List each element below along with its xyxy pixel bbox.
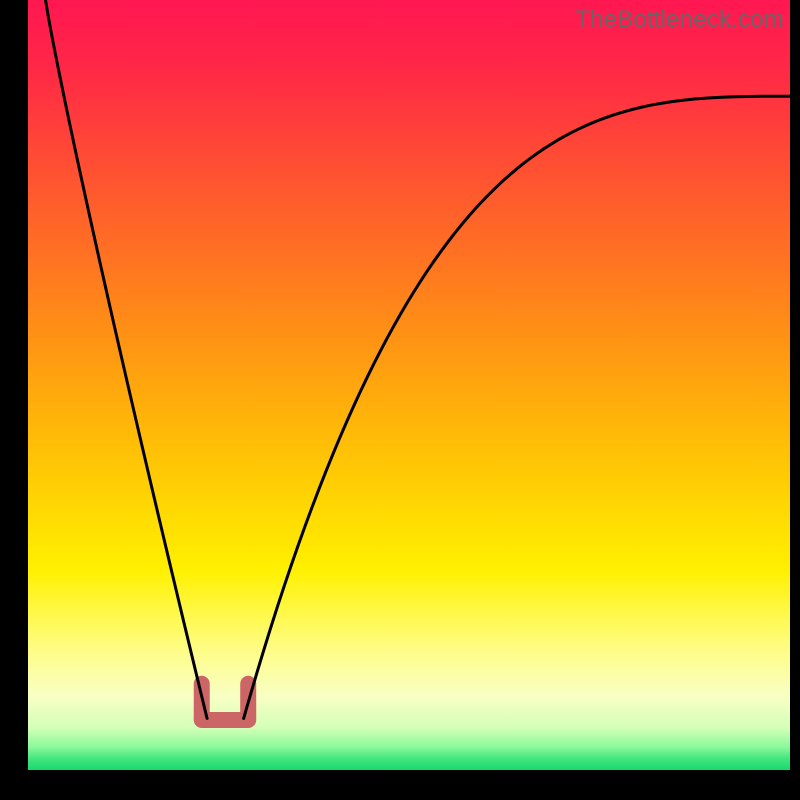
chart-stage: TheBottleneck.com bbox=[0, 0, 800, 800]
watermark-text: TheBottleneck.com bbox=[575, 6, 784, 34]
border-right bbox=[790, 0, 800, 800]
plot-background bbox=[28, 0, 790, 770]
border-left bbox=[0, 0, 28, 800]
border-bottom bbox=[0, 770, 800, 800]
chart-svg bbox=[0, 0, 800, 800]
